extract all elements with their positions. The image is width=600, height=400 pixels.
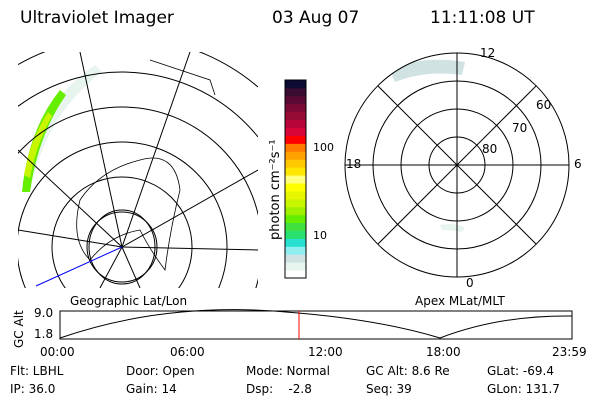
colorbar-swatch	[285, 238, 306, 247]
colorbar-tick-100: 100	[313, 141, 334, 154]
door-status: Door: Open	[126, 364, 195, 378]
colorbar-swatch	[285, 214, 306, 224]
mlt-label-18: 18	[346, 157, 362, 171]
geographic-label: Geographic Lat/Lon	[70, 294, 188, 308]
colorbar-swatch	[285, 159, 306, 168]
colorbar-swatch	[285, 254, 306, 263]
colorbar-swatch	[285, 206, 306, 216]
colorbar-swatch	[285, 167, 306, 176]
mode-status: Mode: Normal	[246, 364, 330, 378]
mlt-label-0: 0	[466, 276, 474, 290]
lat-label-60: 60	[536, 98, 552, 112]
colorbar-swatch	[285, 270, 306, 279]
timeline-xtick: 12:00	[308, 345, 343, 359]
colorbar-swatch	[285, 182, 306, 192]
altitude-timeline	[59, 309, 573, 340]
apex-label: Apex MLat/MLT	[415, 294, 505, 308]
colorbar-swatch	[285, 127, 306, 136]
colorbar-swatch	[285, 87, 306, 97]
colorbar-swatch	[285, 246, 306, 255]
colorbar-swatch	[285, 111, 306, 121]
gc-alt-status: GC Alt: 8.6 Re	[366, 364, 450, 378]
lat-label-80: 80	[482, 142, 498, 156]
time-label: 11:11:08 UT	[430, 8, 535, 28]
colorbar	[284, 79, 307, 279]
colorbar-swatch	[285, 222, 306, 231]
gain-status: Gain: 14	[126, 382, 177, 396]
colorbar-swatch	[285, 230, 306, 239]
timeline-xtick: 00:00	[40, 345, 75, 359]
colorbar-swatch	[285, 119, 306, 129]
mlt-label-6: 6	[574, 157, 582, 171]
colorbar-swatch	[285, 198, 306, 208]
ip-status: IP: 36.0	[10, 382, 56, 396]
timeline-xtick: 18:00	[426, 345, 461, 359]
timeline-ylabel: GC Alt	[12, 310, 26, 348]
colorbar-unit-label: photon cm⁻²s⁻¹	[268, 139, 283, 240]
colorbar-swatch	[285, 175, 306, 184]
timeline-xtick: 06:00	[170, 345, 205, 359]
colorbar-swatch	[285, 95, 306, 105]
filter-status: Flt: LBHL	[10, 364, 64, 378]
colorbar-swatch	[285, 262, 306, 271]
dsp-status: Dsp: -2.8	[246, 382, 312, 396]
geographic-plot	[18, 52, 258, 288]
colorbar-tick-10: 10	[313, 229, 327, 242]
instrument-title: Ultraviolet Imager	[20, 8, 174, 28]
mlt-label-12: 12	[480, 46, 496, 60]
glat-status: GLat: -69.4	[487, 364, 554, 378]
colorbar-swatch	[285, 135, 306, 144]
timeline-xtick: 23:59	[552, 345, 587, 359]
apex-plot	[344, 52, 570, 278]
timeline-ytick-min: 1.8	[34, 327, 54, 341]
glon-status: GLon: 131.7	[487, 382, 560, 396]
lat-label-70: 70	[512, 121, 528, 135]
colorbar-swatch	[285, 143, 306, 152]
colorbar-swatch	[285, 190, 306, 200]
colorbar-swatch	[285, 151, 306, 160]
date-label: 03 Aug 07	[272, 8, 360, 28]
colorbar-swatch	[285, 103, 306, 113]
colorbar-swatch	[285, 80, 306, 89]
seq-status: Seq: 39	[366, 382, 412, 396]
timeline-ytick-max: 9.0	[34, 306, 54, 320]
